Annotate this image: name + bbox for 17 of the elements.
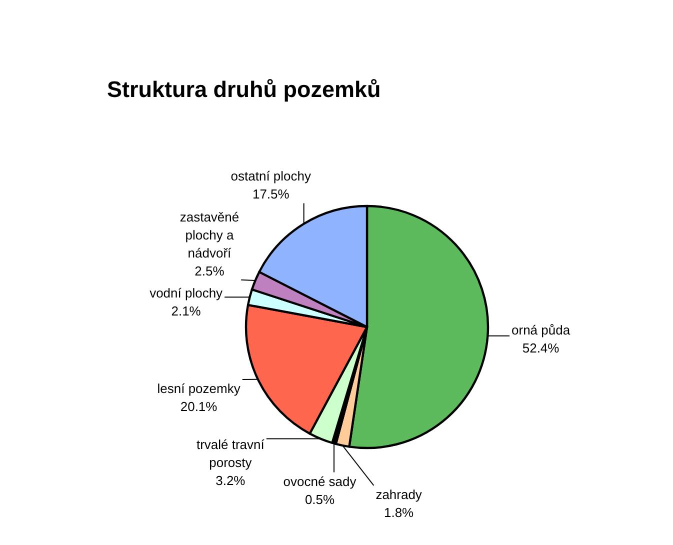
data-label: 3.2% [216,473,246,488]
data-label: 2.5% [194,263,225,278]
slice-label: ostatní plochy [230,168,312,184]
slice-label: ovocné sady [283,474,357,489]
data-label: 17.5% [252,186,290,202]
data-label: 1.8% [384,504,414,520]
slice-label: trvalé travní porosty [196,437,265,470]
slice-label: orná půda [512,322,571,338]
data-label: 0.5% [304,492,336,507]
slice-label: zahrady [376,486,422,502]
slice-label: zastavěné plochy a nádvoří [180,209,240,260]
data-label: 2.1% [171,303,202,318]
slice-label: vodní plochy [150,285,224,300]
data-label: 20.1% [180,398,218,414]
slice-label: lesní pozemky [157,380,241,396]
chart-title: Struktura druhů pozemků [107,77,381,102]
data-label: 52.4% [522,340,560,356]
